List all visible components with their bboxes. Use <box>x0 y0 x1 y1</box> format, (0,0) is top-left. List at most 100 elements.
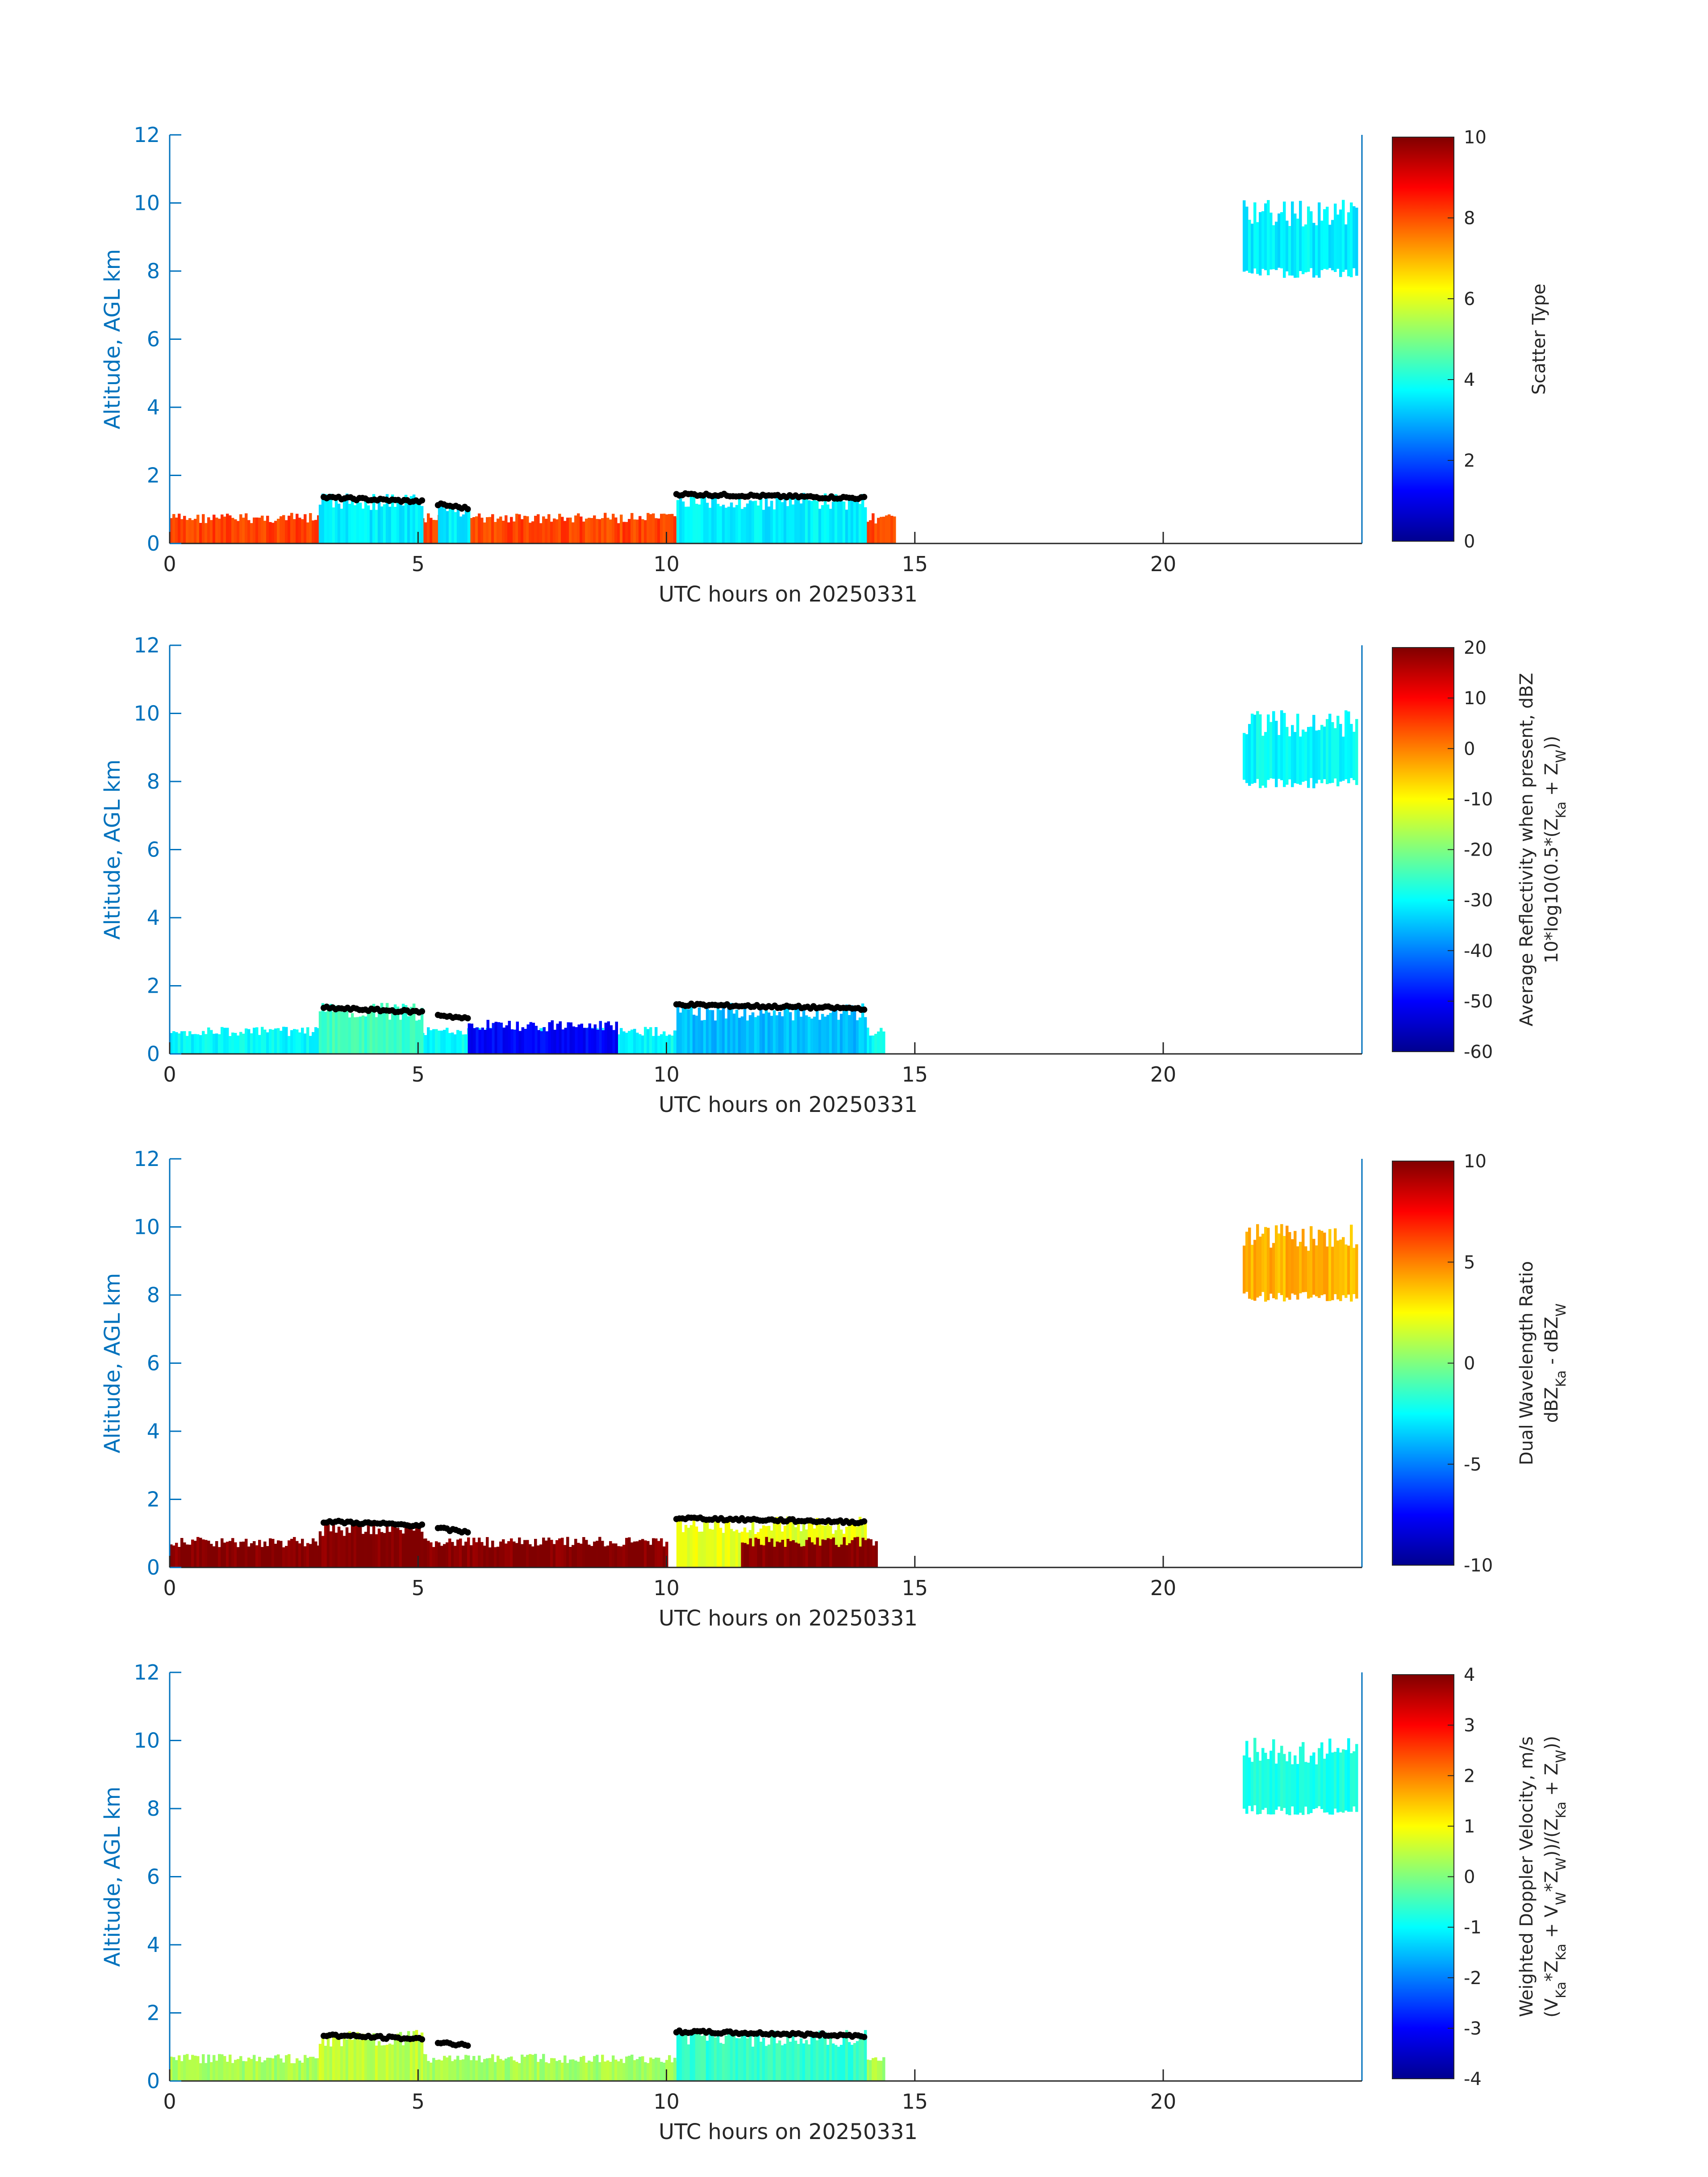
data-cell <box>874 2057 877 2081</box>
data-cell <box>735 1009 739 1054</box>
data-cell <box>253 2055 256 2081</box>
data-cell <box>1307 206 1310 272</box>
data-cell <box>170 1544 173 1567</box>
data-cell <box>298 1543 301 1567</box>
data-cell <box>196 1034 200 1054</box>
data-cell <box>1312 223 1315 278</box>
data-cell <box>1336 1240 1340 1300</box>
data-cell <box>480 2062 484 2081</box>
y-tick-label: 6 <box>147 327 160 351</box>
x-tick-label: 5 <box>412 552 425 576</box>
data-cell <box>296 514 299 543</box>
data-cell <box>1267 200 1270 276</box>
data-cell <box>412 2031 416 2081</box>
data-cell <box>348 2031 351 2081</box>
data-cell <box>598 2062 601 2081</box>
data-cell <box>1323 727 1326 779</box>
data-cell <box>679 495 682 543</box>
data-cell <box>582 1537 585 1567</box>
data-cell <box>1334 203 1337 272</box>
data-cell <box>660 514 663 543</box>
data-cell <box>580 2057 583 2081</box>
data-cell <box>845 2030 848 2081</box>
data-cell <box>647 2063 650 2081</box>
data-cell <box>364 499 367 543</box>
data-cell <box>1253 1738 1257 1805</box>
data-cell <box>180 2061 184 2081</box>
data-cell <box>749 1538 752 1567</box>
data-cell <box>781 2045 784 2081</box>
data-cell <box>497 1546 500 1567</box>
data-cell <box>773 2031 776 2081</box>
data-cell <box>655 2057 658 2081</box>
data-cell <box>606 2060 610 2081</box>
data-cell <box>199 1538 202 1567</box>
data-cell <box>247 2057 251 2081</box>
data-cell <box>614 1543 618 1567</box>
data-cell <box>567 1022 570 1054</box>
data-cell <box>692 1520 696 1567</box>
data-cell <box>542 516 545 543</box>
data-cell <box>606 1546 610 1567</box>
data-cell <box>762 1013 765 1054</box>
data-cell <box>234 519 237 543</box>
data-cell <box>301 1538 304 1567</box>
data-cell <box>636 519 639 543</box>
data-cell <box>770 501 773 543</box>
data-cell <box>831 2043 835 2081</box>
data-cell <box>743 1543 747 1567</box>
data-cell <box>494 1547 497 1567</box>
data-cell <box>383 504 386 543</box>
data-cell <box>604 2061 607 2081</box>
data-cell <box>369 510 373 543</box>
data-cell <box>657 1036 660 1054</box>
data-cell <box>318 1531 322 1567</box>
data-cell <box>770 1015 773 1054</box>
data-cell <box>271 1539 275 1567</box>
data-cell <box>393 2038 397 2081</box>
data-cell <box>502 2060 505 2081</box>
data-cell <box>829 2033 832 2081</box>
data-cell <box>424 1538 427 1567</box>
data-cell <box>716 1518 720 1567</box>
data-cell <box>383 1533 386 1567</box>
data-cell <box>502 1028 505 1054</box>
data-cell <box>391 1524 394 1567</box>
data-cell <box>700 496 704 543</box>
data-cell <box>628 519 631 543</box>
data-cell <box>1280 710 1283 781</box>
data-cell <box>789 497 792 543</box>
colorbar-tick-label: -10 <box>1464 1555 1493 1576</box>
data-cell <box>221 2054 224 2081</box>
data-cell <box>250 2059 253 2081</box>
data-cell <box>497 518 500 543</box>
data-cell <box>684 1005 688 1054</box>
data-cell <box>1294 1231 1297 1295</box>
data-cell <box>738 1018 741 1054</box>
data-cell <box>671 2062 674 2081</box>
data-cell <box>708 1529 712 1567</box>
data-cell <box>625 522 628 543</box>
data-cell <box>202 2054 205 2081</box>
data-cell <box>877 518 880 543</box>
colorbar-tick-label: -20 <box>1464 840 1493 861</box>
data-cell <box>523 1540 526 1567</box>
data-cell <box>757 1539 760 1567</box>
x-tick-label: 10 <box>653 552 680 576</box>
data-cell <box>351 1520 354 1567</box>
data-cell <box>446 1542 449 1567</box>
data-cell <box>396 501 400 543</box>
data-cell <box>380 1532 384 1567</box>
data-cell <box>575 1027 578 1054</box>
colorbar-frame <box>1392 137 1454 542</box>
data-cell <box>756 506 760 543</box>
data-field <box>170 710 1358 1054</box>
subscript: W <box>1553 1857 1569 1871</box>
data-cell <box>537 514 540 543</box>
data-cell <box>754 1538 757 1567</box>
data-cell <box>620 514 623 543</box>
label-text: + V <box>1541 1905 1562 1944</box>
data-cell <box>764 2046 768 2081</box>
data-cell <box>513 1541 516 1567</box>
